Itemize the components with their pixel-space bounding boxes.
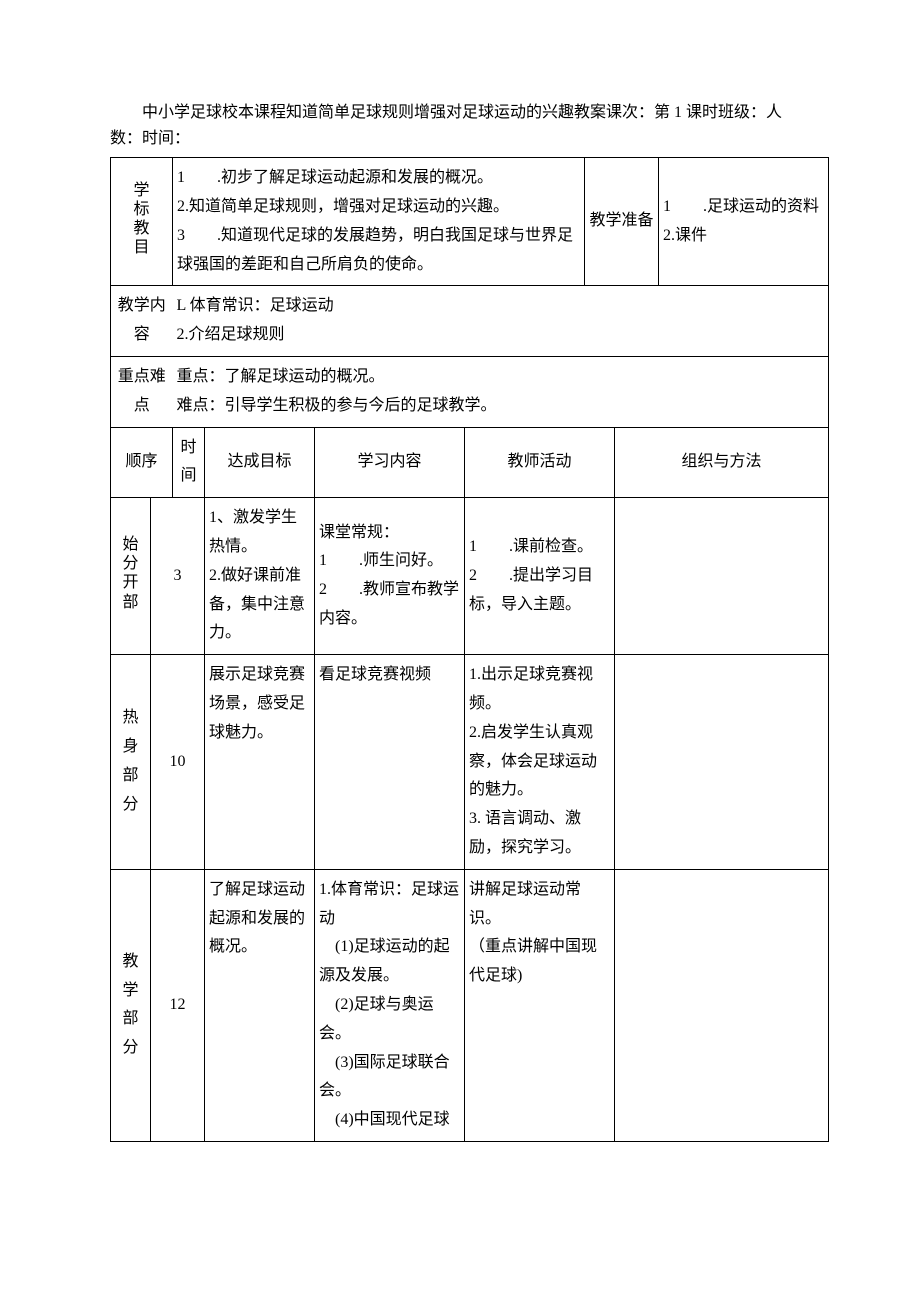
col-teacher: 教师活动 bbox=[465, 427, 615, 498]
section-name: 教学部分 bbox=[111, 869, 151, 1141]
section-goal: 展示足球竞赛场景，感受足球魅力。 bbox=[205, 655, 315, 870]
section-time: 12 bbox=[151, 869, 205, 1141]
table-header-row: 顺序 时间 达成目标 学习内容 教师活动 组织与方法 bbox=[111, 427, 829, 498]
content-label: 教学内容 bbox=[111, 286, 173, 357]
keypoint-value: 重点：了解足球运动的概况。难点：引导学生积极的参与今后的足球教学。 bbox=[173, 356, 615, 427]
prep-content: 1 .足球运动的资料2.课件 bbox=[659, 158, 829, 286]
section-teacher: 1 .课前检查。2 .提出学习目标，导入主题。 bbox=[465, 498, 615, 655]
prep-label: 教学准备 bbox=[585, 158, 659, 286]
section-study: 1.体育常识：足球运动 (1)足球运动的起源及发展。 (2)足球与奥运会。 (3… bbox=[315, 869, 465, 1141]
section-time: 3 bbox=[151, 498, 205, 655]
table-row: 学标教目 1 .初步了解足球运动起源和发展的概况。2.知道简单足球规则，增强对足… bbox=[111, 158, 829, 286]
section-name: 始分开部 bbox=[111, 498, 151, 655]
table-row: 教学内容 L 体育常识：足球运动2.介绍足球规则 bbox=[111, 286, 829, 357]
section-teacher: 1.出示足球竞赛视频。2.启发学生认真观察，体会足球运动的魅力。3. 语言调动、… bbox=[465, 655, 615, 870]
col-goal: 达成目标 bbox=[205, 427, 315, 498]
section-goal: 了解足球运动起源和发展的概况。 bbox=[205, 869, 315, 1141]
section-study: 看足球竞赛视频 bbox=[315, 655, 465, 870]
col-order: 顺序 bbox=[111, 427, 173, 498]
section-time: 10 bbox=[151, 655, 205, 870]
content-value: L 体育常识：足球运动2.介绍足球规则 bbox=[173, 286, 615, 357]
table-row: 始分开部 3 1、激发学生热情。2.做好课前准备，集中注意力。 课堂常规：1 .… bbox=[111, 498, 829, 655]
section-org bbox=[615, 655, 829, 870]
goals-content: 1 .初步了解足球运动起源和发展的概况。2.知道简单足球规则，增强对足球运动的兴… bbox=[173, 158, 585, 286]
section-org bbox=[615, 498, 829, 655]
section-study: 课堂常规：1 .师生问好。2 .教师宣布教学内容。 bbox=[315, 498, 465, 655]
col-time: 时间 bbox=[173, 427, 205, 498]
page-title: 中小学足球校本课程知道简单足球规则增强对足球运动的兴趣教案课次：第 1 课时班级… bbox=[110, 100, 810, 151]
col-org: 组织与方法 bbox=[615, 427, 829, 498]
table-row: 热身部分 10 展示足球竞赛场景，感受足球魅力。 看足球竞赛视频 1.出示足球竞… bbox=[111, 655, 829, 870]
table-row: 教学部分 12 了解足球运动起源和发展的概况。 1.体育常识：足球运动 (1)足… bbox=[111, 869, 829, 1141]
section-name: 热身部分 bbox=[111, 655, 151, 870]
goals-label: 学标教目 bbox=[111, 158, 173, 286]
section-teacher: 讲解足球运动常识。（重点讲解中国现代足球) bbox=[465, 869, 615, 1141]
section-goal: 1、激发学生热情。2.做好课前准备，集中注意力。 bbox=[205, 498, 315, 655]
lesson-plan-table: 学标教目 1 .初步了解足球运动起源和发展的概况。2.知道简单足球规则，增强对足… bbox=[110, 157, 829, 1142]
table-row: 重点难点 重点：了解足球运动的概况。难点：引导学生积极的参与今后的足球教学。 bbox=[111, 356, 829, 427]
keypoint-label: 重点难点 bbox=[111, 356, 173, 427]
section-org bbox=[615, 869, 829, 1141]
col-study: 学习内容 bbox=[315, 427, 465, 498]
